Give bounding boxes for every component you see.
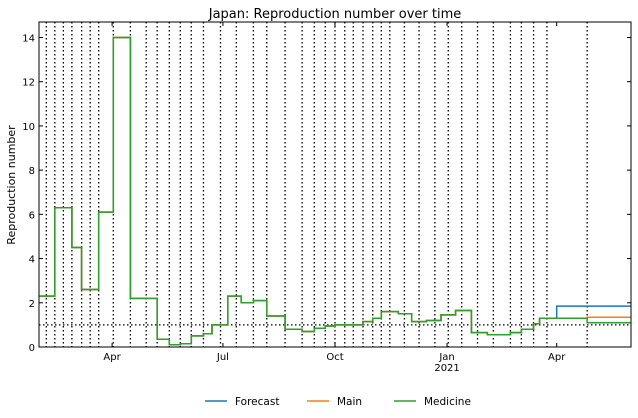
- legend-label-main: Main: [337, 396, 362, 408]
- legend-label-forecast: Forecast: [235, 396, 279, 408]
- x-tick-label: Oct: [326, 352, 343, 363]
- x-tick-label: Jul: [216, 352, 229, 363]
- y-tick-label: 12: [22, 78, 35, 89]
- y-tick-label: 10: [22, 122, 35, 133]
- x-tick-label: Apr: [548, 352, 566, 363]
- plot-area: [39, 22, 631, 347]
- y-tick-label: 2: [29, 299, 35, 310]
- y-axis-label: Reproduction number: [5, 125, 18, 245]
- y-tick-label: 8: [29, 166, 35, 177]
- chart-title: Japan: Reproduction number over time: [208, 7, 462, 22]
- y-tick-label: 6: [29, 210, 35, 221]
- y-tick-label: 4: [29, 255, 35, 266]
- x-tick-label: Jan: [438, 352, 454, 363]
- series-line-medicine: [39, 36, 631, 346]
- legend: Forecast Main Medicine: [205, 396, 471, 408]
- x-tick-sublabel: 2021: [434, 363, 459, 374]
- legend-label-medicine: Medicine: [424, 396, 471, 408]
- y-tick-label: 0: [29, 343, 35, 354]
- y-tick-label: 14: [22, 33, 35, 44]
- x-tick-label: Apr: [103, 352, 121, 363]
